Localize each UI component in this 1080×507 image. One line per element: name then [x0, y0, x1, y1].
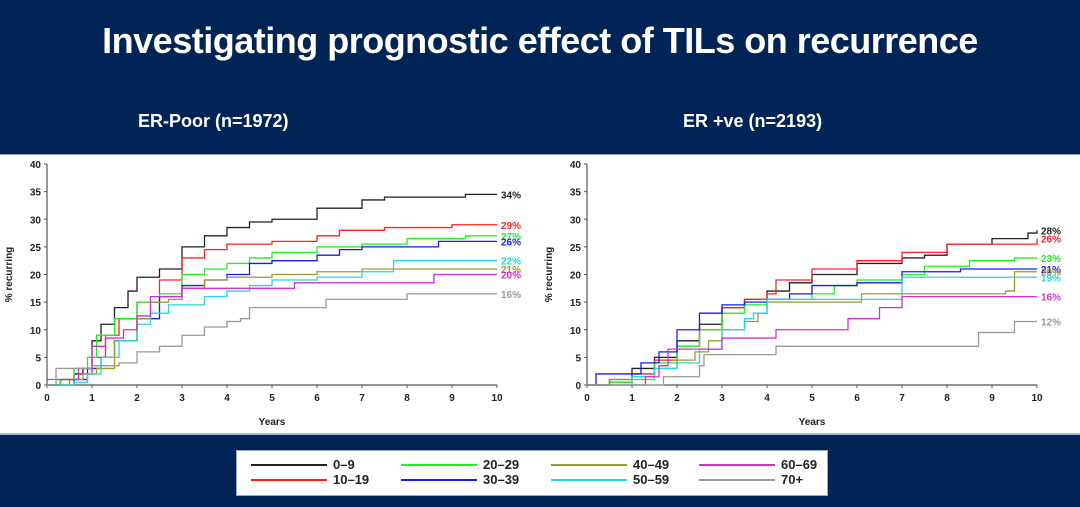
legend-swatch	[699, 478, 775, 481]
y-tick-label: 5	[575, 353, 581, 364]
y-tick-label: 25	[570, 243, 582, 254]
y-axis-label: % recurring	[4, 247, 15, 303]
legend-swatch	[699, 463, 775, 466]
x-tick-label: 0	[44, 393, 50, 404]
legend-label: 60–69	[781, 457, 818, 472]
chart-er-positive: 0 5 10 15 20 25 30 35 40 0 1 2 3 4 5 6 7 8 9 10 Years % recur…	[544, 160, 1061, 428]
x-tick-label: 9	[989, 393, 995, 404]
x-tick-label: 2	[674, 393, 680, 404]
y-tick-label: 40	[570, 160, 582, 171]
legend-swatch	[251, 478, 327, 481]
y-tick-label: 10	[570, 326, 582, 337]
legend-item: 0–9	[251, 457, 355, 472]
series-end-label: 16%	[501, 290, 521, 301]
x-axis-label: Years	[799, 417, 826, 428]
chart-title-er-positive: ER +ve (n=2193)	[683, 111, 823, 131]
y-tick-label: 30	[570, 215, 582, 226]
y-tick-label: 20	[30, 271, 42, 282]
legend: 0–9 10–19 20–29 30–39 40–49 50–59 60–69 70+	[236, 450, 828, 496]
y-tick-label: 0	[35, 381, 41, 392]
series-line	[47, 224, 497, 386]
legend-label: 40–49	[633, 457, 670, 472]
series-end-label: 16%	[1041, 293, 1061, 304]
series-end-label: 26%	[501, 237, 521, 248]
series-line	[587, 238, 1038, 386]
series-end-label: 20%	[501, 271, 521, 282]
series-line	[47, 293, 497, 386]
x-tick-label: 8	[404, 393, 410, 404]
x-tick-label: 1	[629, 393, 635, 404]
y-tick-label: 15	[570, 298, 582, 309]
legend-label: 70+	[781, 472, 804, 487]
legend-label: 0–9	[333, 457, 355, 472]
legend-label: 10–19	[333, 472, 370, 487]
series-end-label: 27%	[501, 232, 521, 243]
series-end-label: 26%	[1041, 235, 1061, 246]
x-tick-label: 6	[314, 393, 320, 404]
y-tick-label: 0	[575, 381, 581, 392]
y-tick-label: 30	[30, 215, 42, 226]
x-axis-label: Years	[259, 417, 286, 428]
x-tick-label: 4	[224, 393, 230, 404]
x-tick-label: 8	[944, 393, 950, 404]
y-tick-label: 40	[30, 160, 42, 171]
x-tick-label: 4	[764, 393, 770, 404]
x-tick-label: 3	[179, 393, 185, 404]
legend-item: 50–59	[551, 472, 670, 487]
legend-item: 20–29	[401, 457, 520, 472]
x-tick-label: 0	[584, 393, 590, 404]
slide-title: Investigating prognostic effect of TILs …	[102, 20, 978, 61]
series-line	[47, 260, 497, 386]
x-tick-label: 3	[719, 393, 725, 404]
y-tick-label: 15	[30, 298, 42, 309]
legend-label: 30–39	[483, 472, 520, 487]
series-line	[47, 235, 497, 386]
charts-panel	[0, 154, 1080, 435]
x-tick-label: 5	[809, 393, 815, 404]
series-end-label: 34%	[501, 190, 521, 201]
series-line	[587, 320, 1037, 386]
series-end-label: 21%	[501, 265, 521, 276]
legend-swatch	[401, 463, 477, 466]
legend-item: 60–69	[699, 457, 818, 472]
chart-title-er-poor: ER-Poor (n=1972)	[138, 111, 289, 131]
series-end-label: 22%	[501, 257, 521, 268]
legend-swatch	[251, 463, 327, 466]
series-end-label: 20%	[1041, 268, 1061, 279]
series-end-label: 23%	[1041, 254, 1061, 265]
x-tick-label: 5	[269, 393, 275, 404]
series-line	[587, 268, 1037, 386]
legend-item: 40–49	[551, 457, 670, 472]
x-tick-label: 7	[359, 393, 365, 404]
y-tick-label: 35	[30, 188, 42, 199]
legend-item: 10–19	[251, 472, 370, 487]
series-end-label: 21%	[1041, 265, 1061, 276]
y-tick-label: 25	[30, 243, 42, 254]
legend-swatch	[551, 478, 627, 481]
series-end-label: 19%	[1041, 273, 1061, 284]
x-tick-label: 10	[491, 393, 503, 404]
x-tick-label: 7	[899, 393, 905, 404]
series-end-label: 29%	[501, 221, 521, 232]
chart-er-poor: 0 5 10 15 20 25 30 35 40 0 1 2 3 4 5 6 7 8 9 10 Years % recur…	[4, 160, 521, 428]
series-end-label: 28%	[1041, 226, 1061, 237]
y-tick-label: 5	[35, 353, 41, 364]
y-tick-label: 10	[30, 326, 42, 337]
x-tick-label: 6	[854, 393, 860, 404]
x-tick-label: 2	[134, 393, 140, 404]
legend-label: 20–29	[483, 457, 520, 472]
x-tick-label: 10	[1031, 393, 1043, 404]
y-tick-label: 20	[570, 271, 582, 282]
series-line	[587, 295, 1037, 386]
legend-item: 70+	[699, 472, 804, 487]
legend-label: 50–59	[633, 472, 670, 487]
legend-swatch	[551, 463, 627, 466]
series-end-label: 12%	[1041, 317, 1061, 328]
x-tick-label: 9	[449, 393, 455, 404]
y-axis-label: % recurring	[544, 247, 555, 303]
x-tick-label: 1	[89, 393, 95, 404]
y-tick-label: 35	[570, 188, 582, 199]
legend-item: 30–39	[401, 472, 520, 487]
legend-swatch	[401, 478, 477, 481]
